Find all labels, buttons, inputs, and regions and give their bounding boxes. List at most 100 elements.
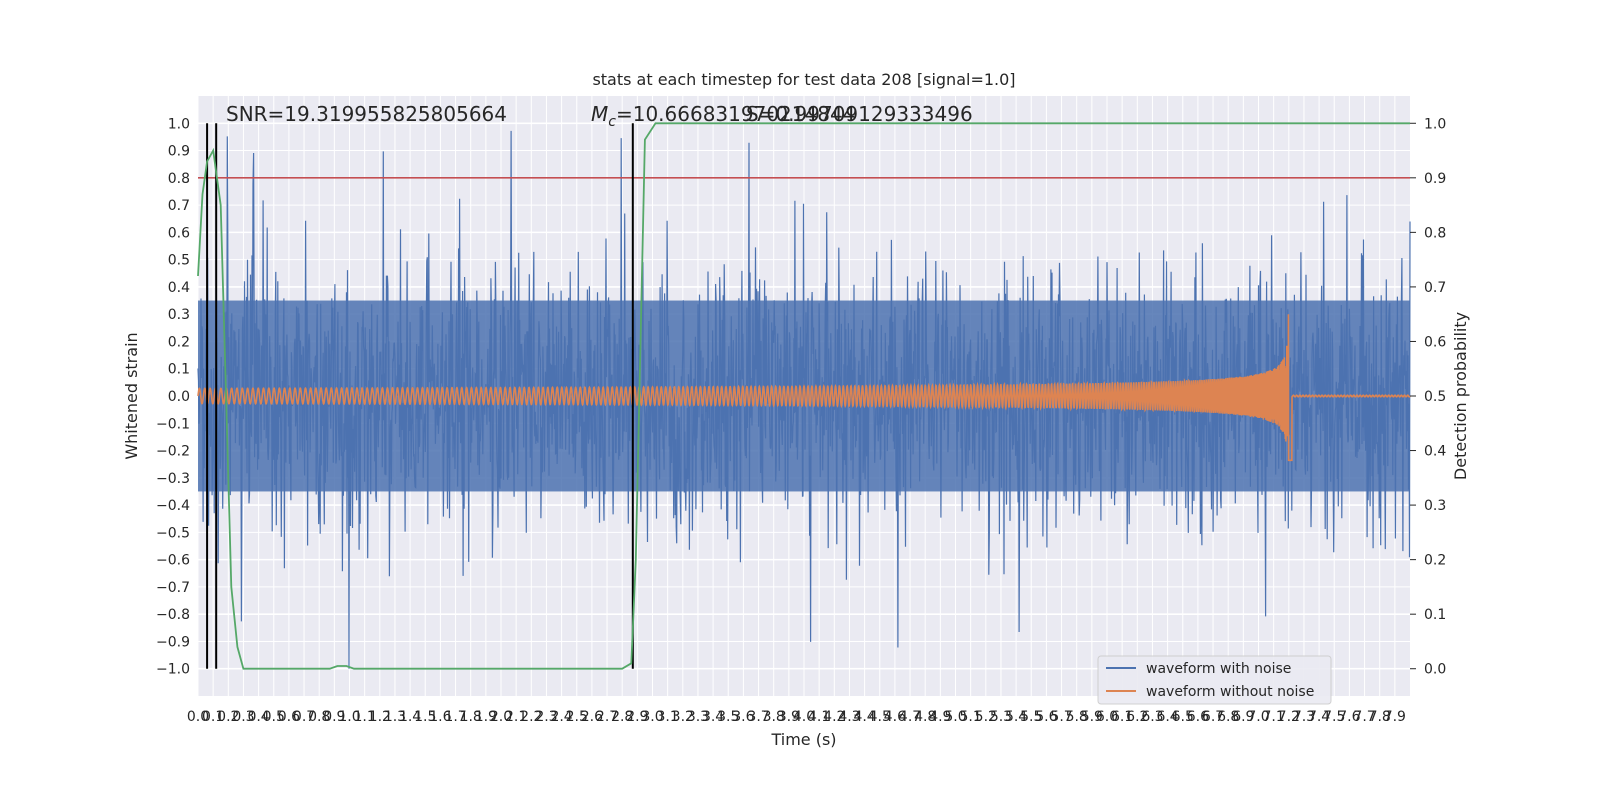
x-tick-label: 6.3	[1141, 709, 1163, 725]
y-tick-label: 0.8	[168, 171, 190, 187]
clean-waveform-line	[197, 314, 1411, 462]
x-tick-label: 4.2	[823, 709, 845, 725]
x-tick-label: 7.9	[1384, 709, 1406, 725]
x-tick-label: 0.9	[323, 709, 345, 725]
x-tick-label: 6.1	[1111, 709, 1133, 725]
x-tick-label: 2.0	[490, 709, 512, 725]
x-tick-label: 2.8	[611, 709, 633, 725]
x-tick-label: 1.1	[354, 709, 376, 725]
x-tick-label: 2.5	[566, 709, 588, 725]
y-tick-label: 0.9	[168, 144, 190, 160]
y2-tick-label: 0.0	[1424, 662, 1446, 678]
x-tick-label: 5.2	[975, 709, 997, 725]
x-tick-label: 1.6	[429, 709, 451, 725]
x-tick-label: 4.9	[929, 709, 951, 725]
x-tick-label: 0.8	[308, 709, 330, 725]
y-tick-label: −0.2	[156, 444, 190, 460]
x-tick-label: 3.1	[657, 709, 679, 725]
x-tick-label: 6.6	[1187, 709, 1209, 725]
legend-box	[1097, 655, 1332, 705]
y-tick-label: −0.6	[156, 553, 190, 569]
y2-tick-label: 0.7	[1424, 280, 1446, 296]
y-tick-label: −0.1	[156, 416, 190, 432]
y-tick-label: −0.3	[156, 471, 190, 487]
x-tick-label: 1.8	[460, 709, 482, 725]
chirp-mass-symbol: M	[591, 102, 608, 126]
x-tick-label: 6.4	[1156, 709, 1178, 725]
x-tick-label: 4.4	[853, 709, 875, 725]
x-tick-label: 3.2	[672, 709, 694, 725]
x-tick-label: 1.7	[444, 709, 466, 725]
x-tick-label: 2.1	[505, 709, 527, 725]
x-tick-label: 1.3	[384, 709, 406, 725]
x-tick-label: 2.4	[550, 709, 572, 725]
x-tick-label: 1.9	[475, 709, 497, 725]
legend: waveform with noise waveform without noi…	[1097, 655, 1332, 705]
y-tick-label: 0.3	[168, 307, 190, 323]
x-tick-label: 7.4	[1308, 709, 1330, 725]
x-tick-label: 6.9	[1232, 709, 1254, 725]
x-tick-label: 7.8	[1369, 709, 1391, 725]
legend-label-clean: waveform without noise	[1146, 684, 1314, 700]
x-axis-label: Time (s)	[770, 730, 836, 749]
x-tick-label: 6.5	[1172, 709, 1194, 725]
x-tick-label: 7.2	[1278, 709, 1300, 725]
x-tick-label: 4.7	[899, 709, 921, 725]
y-tick-label: 0.4	[168, 280, 190, 296]
y-tick-label: 0.7	[168, 198, 190, 214]
x-tick-label: 1.0	[338, 709, 360, 725]
ticks: 0.00.10.20.30.40.50.60.70.80.91.01.11.21…	[156, 116, 1446, 725]
x-tick-label: 6.7	[1202, 709, 1224, 725]
x-tick-label: 4.6	[884, 709, 906, 725]
y-tick-label: −1.0	[156, 662, 190, 678]
x-tick-label: 3.7	[747, 709, 769, 725]
x-tick-label: 6.2	[1126, 709, 1148, 725]
x-tick-label: 1.2	[369, 709, 391, 725]
x-tick-label: 4.8	[914, 709, 936, 725]
x-tick-label: 3.6	[732, 709, 754, 725]
x-tick-label: 4.1	[808, 709, 830, 725]
x-tick-label: 3.4	[702, 709, 724, 725]
x-tick-label: 0.5	[263, 709, 285, 725]
y-tick-label: −0.8	[156, 607, 190, 623]
x-tick-label: 5.5	[1020, 709, 1042, 725]
x-tick-label: 5.8	[1066, 709, 1088, 725]
x-tick-label: 0.1	[202, 709, 224, 725]
chirp-mass-annotation: Mc=10.666831970214844	[591, 102, 855, 130]
y-tick-label: 0.5	[168, 253, 190, 269]
x-tick-label: 5.0	[944, 709, 966, 725]
y-tick-label: −0.5	[156, 525, 190, 541]
chirp-mass-subscript: c	[608, 114, 616, 130]
chirp-mass-value: =10.666831970214844	[616, 102, 855, 126]
y-tick-label: 1.0	[168, 116, 190, 132]
x-tick-label: 3.9	[778, 709, 800, 725]
x-tick-label: 4.5	[869, 709, 891, 725]
x-tick-label: 0.2	[217, 709, 239, 725]
y2-axis-label: Detection probability	[1451, 312, 1470, 480]
y2-tick-label: 1.0	[1424, 116, 1446, 132]
x-tick-label: 6.8	[1217, 709, 1239, 725]
x-tick-label: 2.7	[596, 709, 618, 725]
x-tick-label: 1.5	[414, 709, 436, 725]
y-tick-label: 0.0	[168, 389, 190, 405]
x-tick-label: 0.3	[232, 709, 254, 725]
y-tick-label: 0.6	[168, 225, 190, 241]
x-tick-label: 3.0	[641, 709, 663, 725]
y2-tick-label: 0.5	[1424, 389, 1446, 405]
x-tick-label: 4.0	[793, 709, 815, 725]
x-tick-label: 7.6	[1338, 709, 1360, 725]
snr-annotation: SNR=19.319955825805664	[226, 102, 507, 126]
y2-tick-label: 0.2	[1424, 553, 1446, 569]
x-tick-label: 3.5	[717, 709, 739, 725]
overlap-annotation: S=0.99709129333496	[746, 102, 973, 126]
y2-tick-label: 0.4	[1424, 444, 1446, 460]
x-tick-label: 5.3	[990, 709, 1012, 725]
chart-title: stats at each timestep for test data 208…	[592, 70, 1015, 89]
x-tick-label: 5.6	[1035, 709, 1057, 725]
x-tick-label: 7.3	[1293, 709, 1315, 725]
x-tick-label: 6.0	[1096, 709, 1118, 725]
x-tick-label: 2.2	[520, 709, 542, 725]
y-axis-label: Whitened strain	[122, 332, 141, 459]
